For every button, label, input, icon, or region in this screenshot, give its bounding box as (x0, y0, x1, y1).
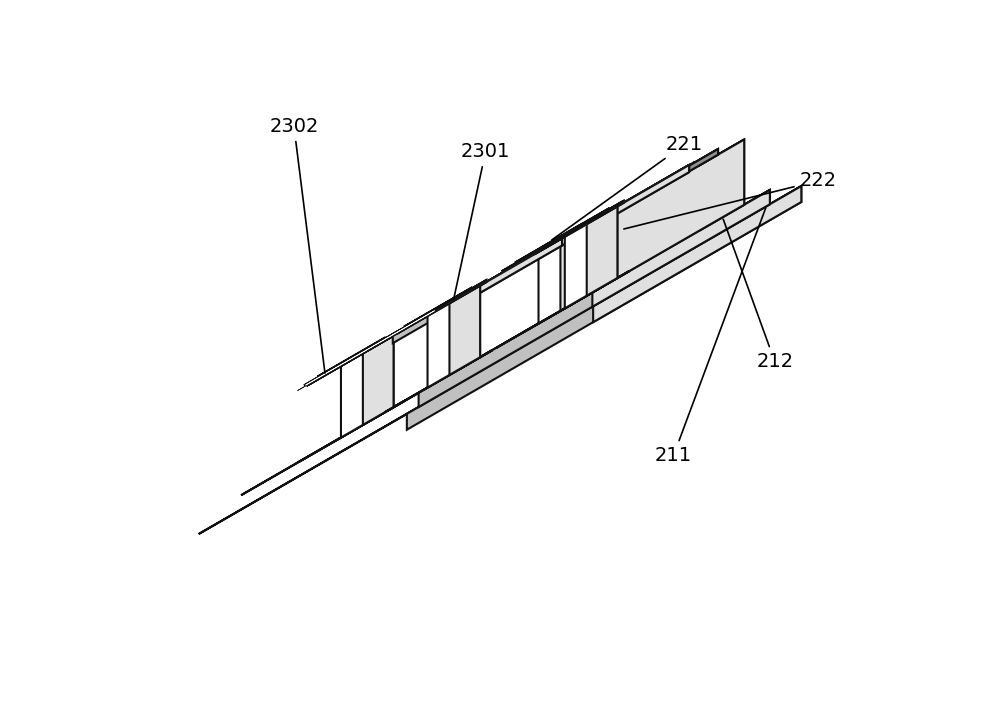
Polygon shape (508, 165, 689, 270)
Polygon shape (304, 330, 400, 385)
Polygon shape (365, 330, 400, 352)
Polygon shape (393, 299, 456, 343)
Polygon shape (562, 271, 629, 310)
Polygon shape (502, 216, 597, 271)
Polygon shape (613, 140, 744, 281)
Polygon shape (515, 224, 584, 263)
Polygon shape (306, 311, 435, 385)
Polygon shape (699, 149, 718, 166)
Polygon shape (449, 286, 480, 375)
Polygon shape (397, 286, 480, 334)
Polygon shape (560, 221, 591, 311)
Text: 221: 221 (552, 135, 703, 240)
Text: 2302: 2302 (269, 117, 325, 373)
Polygon shape (528, 201, 624, 256)
Polygon shape (341, 335, 394, 437)
Polygon shape (456, 215, 603, 307)
Polygon shape (385, 351, 492, 412)
Polygon shape (404, 288, 473, 328)
Polygon shape (318, 338, 386, 377)
Polygon shape (592, 190, 770, 307)
Polygon shape (307, 220, 594, 386)
Polygon shape (522, 271, 629, 333)
Polygon shape (338, 401, 405, 440)
Polygon shape (562, 216, 597, 239)
Polygon shape (562, 165, 689, 246)
Polygon shape (199, 186, 801, 534)
Polygon shape (451, 280, 486, 302)
Polygon shape (307, 281, 488, 386)
Polygon shape (241, 190, 770, 495)
Polygon shape (453, 351, 492, 373)
Text: 212: 212 (723, 219, 793, 371)
Polygon shape (393, 215, 603, 336)
Polygon shape (428, 286, 480, 388)
Polygon shape (298, 307, 443, 390)
Polygon shape (701, 140, 744, 230)
Polygon shape (579, 149, 718, 229)
Polygon shape (496, 286, 603, 348)
Text: 211: 211 (655, 208, 766, 465)
Polygon shape (407, 186, 801, 429)
Polygon shape (590, 271, 629, 294)
Polygon shape (366, 401, 405, 423)
Polygon shape (508, 221, 591, 270)
Polygon shape (434, 165, 689, 320)
Polygon shape (426, 280, 486, 317)
Polygon shape (563, 201, 624, 238)
Polygon shape (598, 149, 718, 224)
Polygon shape (539, 221, 591, 323)
Polygon shape (535, 286, 603, 325)
Polygon shape (402, 165, 689, 331)
Polygon shape (534, 206, 617, 254)
Polygon shape (428, 161, 694, 315)
Text: 222: 222 (624, 171, 837, 229)
Polygon shape (391, 280, 486, 335)
Polygon shape (298, 401, 405, 462)
Polygon shape (310, 335, 394, 384)
Polygon shape (542, 209, 610, 248)
Polygon shape (339, 330, 400, 367)
Polygon shape (424, 351, 492, 390)
Polygon shape (593, 186, 801, 322)
Polygon shape (587, 206, 617, 296)
Polygon shape (537, 216, 597, 253)
Text: 2301: 2301 (454, 142, 510, 299)
Polygon shape (565, 206, 617, 308)
Polygon shape (419, 190, 770, 407)
Polygon shape (564, 286, 603, 309)
Polygon shape (570, 140, 744, 240)
Polygon shape (363, 335, 394, 425)
Polygon shape (588, 201, 624, 223)
